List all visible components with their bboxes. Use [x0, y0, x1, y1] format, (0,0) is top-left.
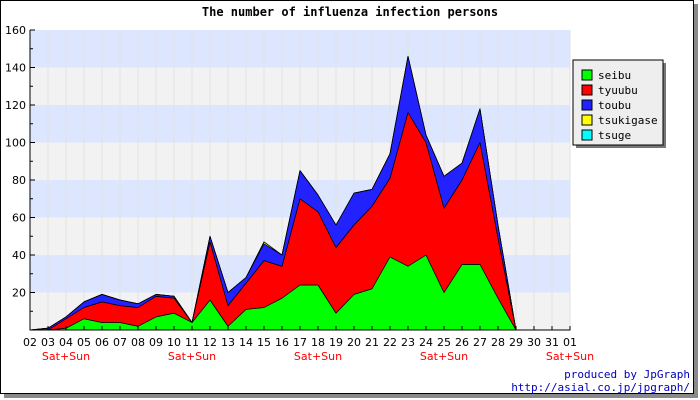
axes: 20 40 60 80 100 120 140 160 02 03 04 05 06 07 08 09 10 11…	[5, 24, 594, 363]
legend-label-tsukigase: tsukigase	[598, 114, 658, 127]
credit-line-1: produced by JpGraph	[564, 368, 690, 381]
x-tick-label: 30	[527, 336, 541, 349]
y-tick-label: 80	[12, 174, 26, 187]
x-tick-label: 29	[509, 336, 523, 349]
x-tick-label: 28	[491, 336, 505, 349]
y-tick-label: 100	[5, 137, 26, 150]
weekend-annotation: Sat+Sun	[546, 350, 594, 363]
x-tick-label: 08	[131, 336, 145, 349]
x-tick-label: 14	[239, 336, 253, 349]
x-tick-label: 31	[545, 336, 559, 349]
credit-line-2[interactable]: http://asial.co.jp/jpgraph/	[511, 381, 690, 394]
x-tick-label: 11	[185, 336, 199, 349]
x-tick-label: 13	[221, 336, 235, 349]
x-tick-label: 25	[437, 336, 451, 349]
x-tick-label: 01	[563, 336, 577, 349]
x-tick-label: 05	[77, 336, 91, 349]
legend-swatch-tsuge	[581, 129, 593, 141]
x-tick-label: 12	[203, 336, 217, 349]
x-tick-label: 04	[59, 336, 73, 349]
weekend-annotation: Sat+Sun	[420, 350, 468, 363]
legend-label-toubu: toubu	[598, 99, 631, 112]
x-tick-label: 02	[23, 336, 37, 349]
legend-label-seibu: seibu	[598, 69, 631, 82]
legend-swatch-tyuubu	[581, 84, 593, 96]
x-tick-label: 27	[473, 336, 487, 349]
x-tick-label: 10	[167, 336, 181, 349]
y-tick-label: 40	[12, 249, 26, 262]
y-tick-label: 140	[5, 62, 26, 75]
x-tick-label: 15	[257, 336, 271, 349]
x-tick-label: 18	[311, 336, 325, 349]
y-tick-label: 160	[5, 24, 26, 37]
x-tick-label: 21	[365, 336, 379, 349]
x-tick-label: 17	[293, 336, 307, 349]
x-tick-label: 26	[455, 336, 469, 349]
weekend-annotation: Sat+Sun	[168, 350, 216, 363]
weekend-annotation: Sat+Sun	[294, 350, 342, 363]
weekend-annotation: Sat+Sun	[42, 350, 90, 363]
x-tick-label: 06	[95, 336, 109, 349]
y-tick-label: 60	[12, 212, 26, 225]
x-tick-label: 19	[329, 336, 343, 349]
x-tick-label: 16	[275, 336, 289, 349]
x-tick-label: 22	[383, 336, 397, 349]
x-tick-label: 07	[113, 336, 127, 349]
x-tick-label: 03	[41, 336, 55, 349]
y-tick-label: 20	[12, 287, 26, 300]
legend-label-tsuge: tsuge	[598, 129, 631, 142]
legend-swatch-seibu	[581, 69, 593, 81]
legend-swatch-tsukigase	[581, 114, 593, 126]
chart-title: The number of influenza infection person…	[202, 5, 498, 19]
legend-swatch-toubu	[581, 99, 593, 111]
x-tick-label: 09	[149, 336, 163, 349]
y-tick-label: 120	[5, 99, 26, 112]
legend: seibu tyuubu toubu tsukigase tsuge	[572, 59, 666, 148]
legend-label-tyuubu: tyuubu	[598, 84, 638, 97]
x-tick-label: 23	[401, 336, 415, 349]
x-tick-label: 24	[419, 336, 433, 349]
x-tick-label: 20	[347, 336, 361, 349]
